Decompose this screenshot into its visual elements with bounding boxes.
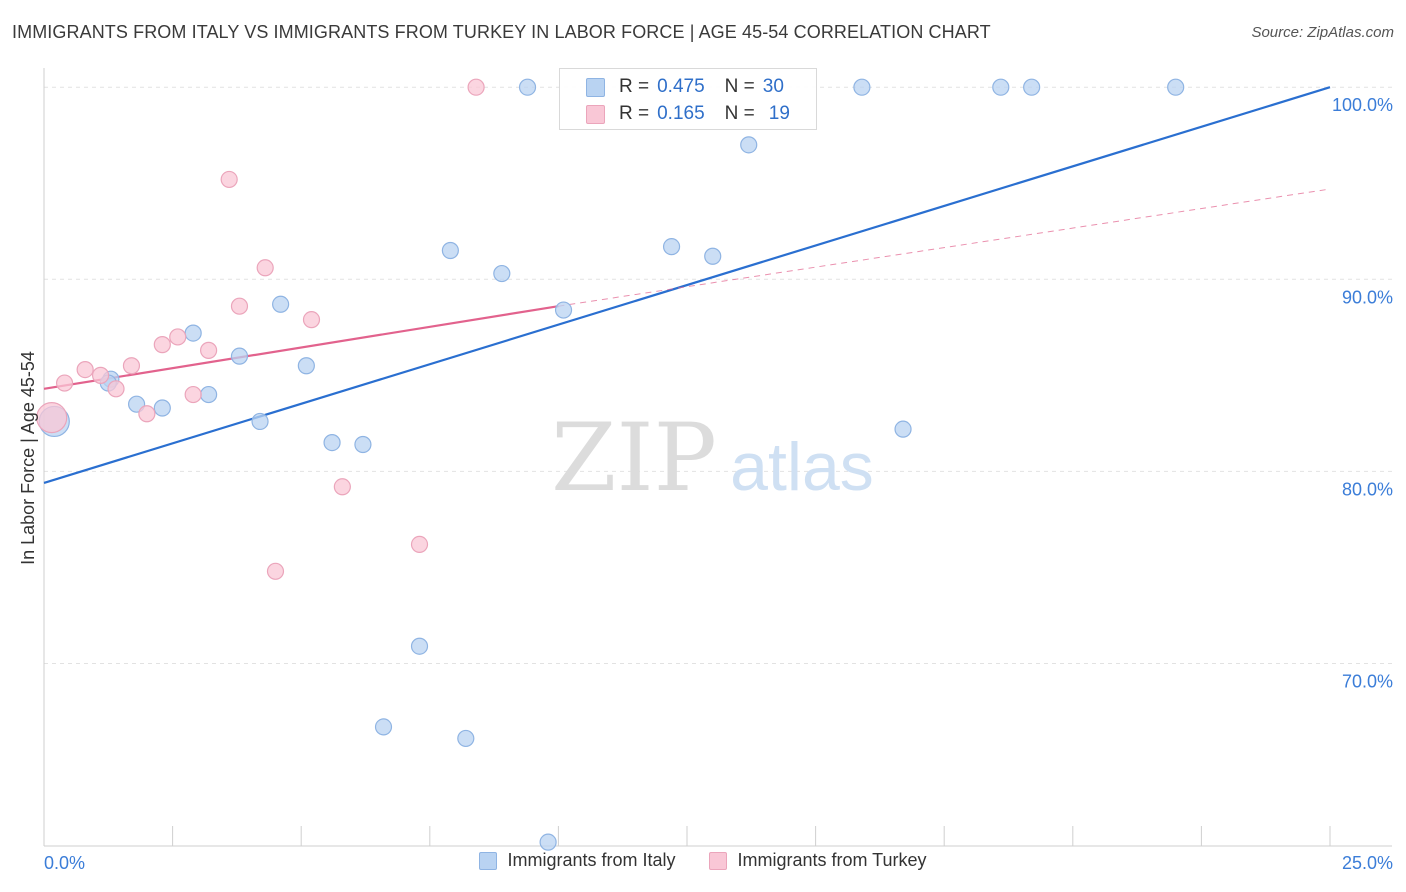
italy-point — [662, 238, 681, 256]
legend-italy-label: Immigrants from Italy — [507, 850, 676, 870]
y-tick-label: 100.0% — [1332, 95, 1393, 115]
turkey-trend-extension — [558, 188, 1331, 307]
watermark: ZIP atlas — [551, 404, 874, 513]
turkey-point — [76, 360, 94, 379]
y-tick-label: 90.0% — [1342, 287, 1393, 307]
turkey-n-value: 19 — [768, 103, 790, 124]
italy-point — [230, 347, 249, 365]
italy-point — [153, 399, 171, 417]
stats-row-turkey: R = 0.165 N = 19 — [586, 103, 790, 125]
italy-point — [200, 385, 218, 404]
turkey-point — [107, 380, 125, 398]
italy-point — [1167, 78, 1185, 96]
turkey-point — [220, 170, 238, 189]
legend-turkey-label: Immigrants from Turkey — [737, 850, 927, 870]
y-tick-label: 80.0% — [1342, 479, 1393, 499]
italy-point — [493, 264, 511, 283]
turkey-point — [200, 341, 218, 359]
turkey-point — [302, 311, 321, 329]
italy-r-value: 0.475 — [657, 76, 705, 97]
turkey-point — [333, 478, 351, 496]
turkey-point — [410, 535, 429, 554]
turkey-point — [266, 562, 285, 580]
x-tick-label-min: 0.0% — [44, 853, 85, 873]
turkey-point — [153, 336, 171, 354]
italy-swatch — [586, 77, 605, 97]
turkey-point — [36, 402, 68, 434]
points-layer — [36, 78, 1185, 851]
turkey-point — [184, 385, 202, 404]
italy-point — [1023, 78, 1041, 96]
italy-n-value: 30 — [762, 76, 784, 97]
italy-point — [554, 301, 573, 319]
italy-n-label: N = — [724, 76, 755, 97]
legend-item-italy[interactable]: Immigrants from Italy — [479, 850, 675, 871]
turkey-point — [230, 297, 249, 315]
italy-point — [740, 136, 758, 154]
turkey-r-value: 0.165 — [657, 103, 705, 124]
italy-point — [354, 435, 372, 454]
italy-point — [297, 357, 315, 375]
legend-item-turkey[interactable]: Immigrants from Turkey — [709, 850, 927, 871]
chart-title: IMMIGRANTS FROM ITALY VS IMMIGRANTS FROM… — [12, 22, 991, 42]
turkey-swatch — [586, 104, 605, 124]
italy-point — [894, 420, 912, 438]
stats-legend: R = 0.475 N = 30 R = 0.165 N = 19 — [559, 68, 817, 130]
italy-point — [374, 718, 393, 736]
turkey-point — [122, 357, 141, 375]
legend-turkey-swatch — [709, 851, 728, 870]
x-tick-label-max: 25.0% — [1342, 853, 1393, 873]
italy-point — [323, 433, 341, 452]
watermark-zip: ZIP — [551, 404, 717, 513]
italy-point — [539, 833, 557, 851]
italy-point — [704, 247, 722, 265]
italy-point — [441, 241, 459, 260]
turkey-point — [55, 374, 74, 392]
italy-r-label: R = — [619, 76, 650, 97]
bottom-legend: Immigrants from Italy Immigrants from Tu… — [0, 850, 1406, 871]
grid-layer — [44, 86, 1392, 665]
turkey-point — [138, 405, 156, 423]
italy-point — [518, 78, 537, 96]
axis-layer — [43, 68, 1392, 847]
turkey-r-label: R = — [619, 103, 650, 124]
turkey-point — [169, 328, 187, 346]
italy-point — [251, 412, 269, 431]
italy-point — [457, 729, 475, 748]
italy-point — [272, 295, 290, 313]
italy-point — [184, 324, 202, 342]
italy-point — [410, 637, 429, 655]
y-axis-label: In Labor Force | Age 45-54 — [18, 351, 38, 565]
watermark-atlas: atlas — [730, 429, 874, 505]
tick-labels-layer: 70.0% 80.0% 90.0% 100.0% 0.0% 25.0% — [44, 95, 1393, 873]
stats-row-italy: R = 0.475 N = 30 — [586, 76, 784, 98]
turkey-point — [467, 78, 485, 96]
italy-point — [853, 78, 871, 96]
turkey-n-label: N = — [724, 103, 755, 124]
legend-italy-swatch — [479, 851, 498, 870]
italy-point — [992, 78, 1010, 96]
turkey-trend-line — [43, 305, 559, 390]
turkey-point — [91, 366, 110, 384]
y-tick-label: 70.0% — [1342, 672, 1393, 692]
turkey-point — [256, 259, 274, 277]
chart-source: Source: ZipAtlas.com — [1251, 24, 1394, 41]
